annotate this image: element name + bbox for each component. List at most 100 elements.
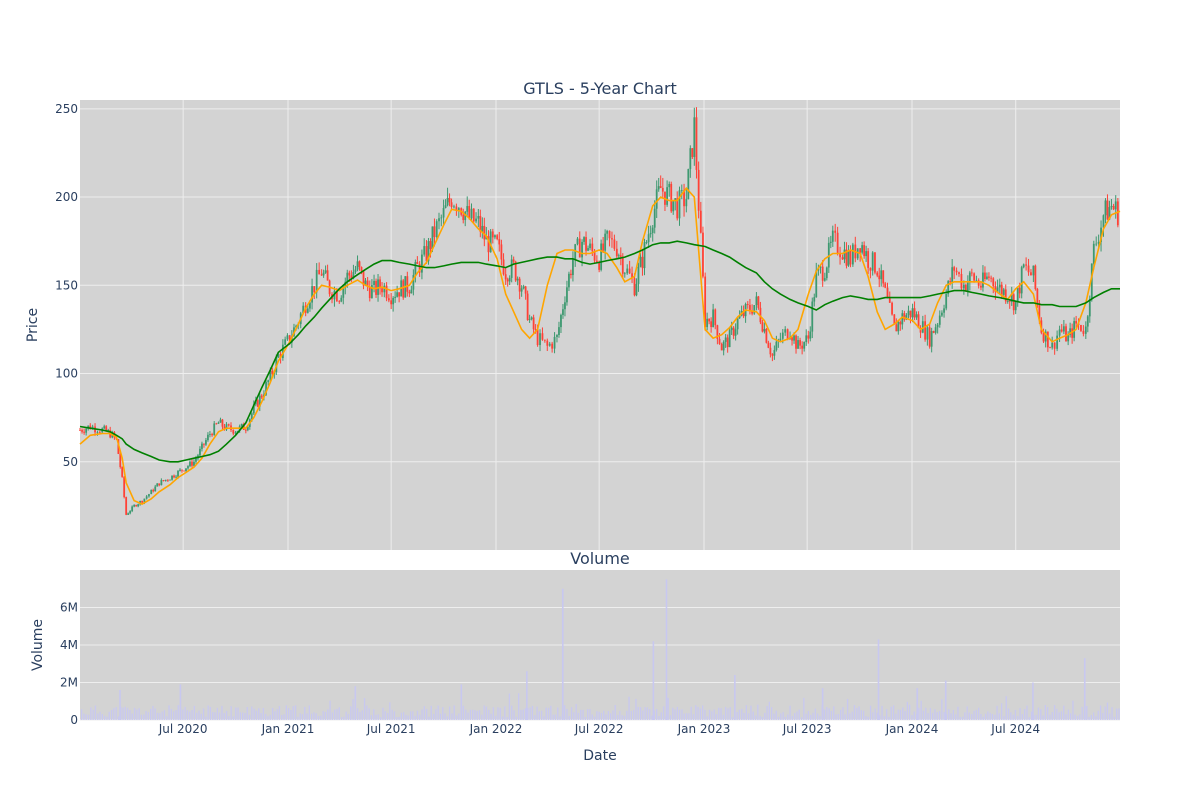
candle-body <box>539 333 541 346</box>
volume-bar <box>403 712 405 720</box>
volume-bar <box>166 716 168 720</box>
price-y-axis-label: Price <box>25 308 41 342</box>
volume-bar <box>1095 716 1097 720</box>
candle-body <box>242 423 245 430</box>
candle-body <box>265 382 267 395</box>
volume-bar <box>840 709 842 720</box>
volume-bar <box>297 716 299 720</box>
volume-bar <box>796 711 798 720</box>
volume-bar <box>922 710 925 720</box>
candle-body <box>1016 287 1019 302</box>
volume-bar <box>975 709 977 720</box>
candle-body <box>418 263 421 273</box>
volume-bar <box>1102 712 1104 720</box>
candle-body <box>882 270 885 284</box>
volume-bar <box>200 713 202 720</box>
candle-body <box>1080 324 1082 331</box>
candle-body <box>558 327 560 335</box>
candle-body <box>560 314 562 328</box>
candle-body <box>431 226 434 250</box>
candle-body <box>815 270 818 298</box>
volume-bar <box>727 708 729 720</box>
candle-body <box>867 251 870 268</box>
volume-bar <box>1065 714 1067 720</box>
candle-body <box>518 278 521 292</box>
candle-body <box>839 253 841 258</box>
candle-body <box>781 332 784 339</box>
volume-bar <box>685 713 688 720</box>
volume-bar <box>281 715 283 720</box>
volume-bar <box>336 708 338 720</box>
volume-bar <box>817 713 819 720</box>
candle-body <box>1046 331 1049 348</box>
volume-y-tick-label: 4M <box>60 638 78 652</box>
candle-body <box>821 266 824 281</box>
volume-bar <box>1088 716 1090 720</box>
candle-body <box>977 280 980 286</box>
volume-bar <box>405 714 407 720</box>
volume-bar <box>667 697 669 720</box>
volume-bar <box>764 712 766 720</box>
candle-body <box>1030 272 1032 276</box>
candle-body <box>383 285 386 293</box>
volume-bar <box>715 714 718 720</box>
volume-bar <box>603 710 605 720</box>
candle-body <box>973 273 976 281</box>
price-plot-background <box>80 100 1120 550</box>
candle-body <box>1051 342 1054 348</box>
volume-bar <box>283 714 285 720</box>
volume-bar <box>904 711 906 720</box>
candle-body <box>387 298 390 301</box>
volume-bar <box>299 713 301 720</box>
candle-body <box>921 321 924 333</box>
volume-bar <box>886 709 888 720</box>
volume-bar <box>545 707 547 720</box>
volume-bar <box>465 709 467 720</box>
volume-bar <box>267 716 269 720</box>
candle-body <box>693 117 696 157</box>
volume-bar <box>805 713 807 720</box>
volume-bar <box>193 705 195 720</box>
candle-body <box>371 285 373 299</box>
volume-bar <box>791 715 793 720</box>
volume-bar <box>389 702 391 720</box>
volume-bar <box>373 709 375 720</box>
volume-bar <box>593 716 596 720</box>
candle-body <box>811 301 814 332</box>
volume-bar <box>695 705 697 720</box>
candle-body <box>861 245 864 253</box>
candle-body <box>975 280 978 282</box>
volume-bar <box>186 710 189 720</box>
candle-body <box>444 205 447 208</box>
volume-bar <box>856 707 858 720</box>
volume-bar <box>159 713 161 720</box>
candle-body <box>917 314 920 329</box>
candle-body <box>689 148 692 170</box>
volume-bar <box>235 707 237 720</box>
candle-body <box>98 432 101 434</box>
candle-body <box>1008 301 1011 302</box>
volume-bar <box>527 708 529 720</box>
volume-bar <box>1001 703 1003 720</box>
volume-bar <box>1044 705 1046 720</box>
volume-bar <box>531 705 534 720</box>
candle-body <box>448 197 451 203</box>
candle-body <box>720 343 723 351</box>
volume-bar <box>1040 709 1042 720</box>
volume-y-tick-label: 0 <box>70 713 78 727</box>
volume-bar <box>837 714 839 720</box>
candle-body <box>765 329 768 343</box>
volume-bar <box>474 710 476 720</box>
candle-body <box>164 479 167 481</box>
candle-body <box>187 466 189 469</box>
x-tick-label: Jul 2024 <box>990 722 1040 736</box>
volume-bar <box>552 714 554 720</box>
volume-bar <box>327 709 329 720</box>
candle-body <box>936 324 939 328</box>
candle-body <box>585 237 587 251</box>
candle-body <box>676 198 679 219</box>
volume-bar <box>161 711 163 720</box>
volume-bar <box>99 711 101 720</box>
volume-bar <box>902 707 904 720</box>
candle-body <box>466 206 469 212</box>
